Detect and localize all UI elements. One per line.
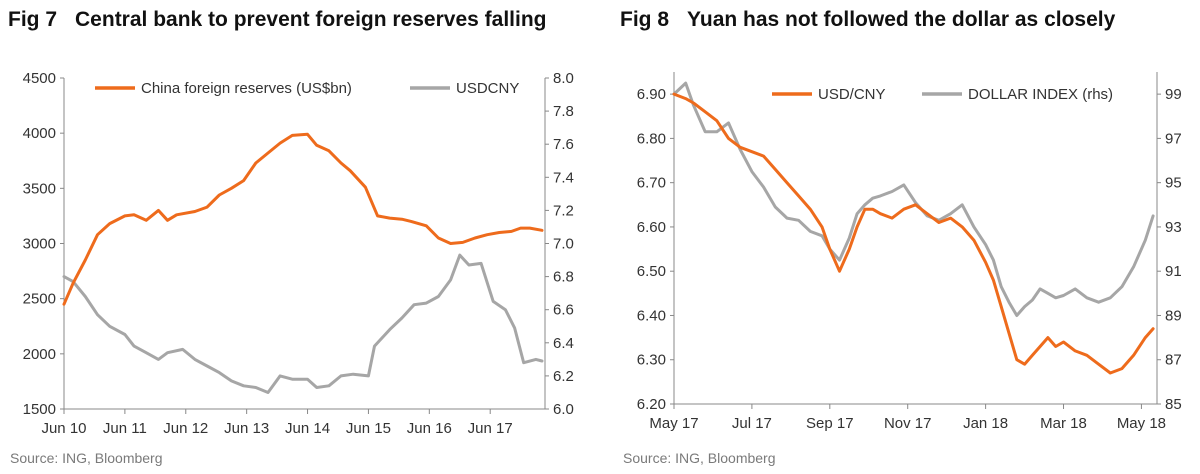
x-tick-label: Jun 14 — [285, 420, 330, 437]
y-right-tick-label: 6.4 — [553, 335, 574, 352]
y-left-tick-label: 6.20 — [637, 396, 666, 413]
x-tick-label: Nov 17 — [884, 415, 932, 432]
legend-label: China foreign reserves (US$bn) — [141, 80, 352, 97]
figure-7-chart: 1500 2000 2500 3000 3500 4000 4500 6.0 6.2 6.4 6.6… — [23, 70, 574, 437]
x-tick-label: Mar 18 — [1040, 415, 1087, 432]
y-right-tick-label: 89 — [1165, 307, 1182, 324]
figure-8-number: Fig 8 — [620, 8, 670, 31]
y-left-tick-label: 6.40 — [637, 307, 666, 324]
series-line — [672, 92, 1155, 375]
figure-7-heading: Central bank to prevent foreign reserves… — [75, 8, 547, 31]
y-left-tick-label: 6.60 — [637, 219, 666, 236]
figure-8-heading: Yuan has not followed the dollar as clos… — [687, 8, 1116, 31]
y-right-tick-label: 87 — [1165, 352, 1182, 369]
y-left-tick-label: 6.80 — [637, 130, 666, 147]
x-tick-label: Jun 15 — [346, 420, 391, 437]
x-tick-label: May 17 — [649, 415, 698, 432]
x-tick-label: Jun 11 — [103, 420, 147, 437]
figure-7-source: Source: ING, Bloomberg — [10, 450, 163, 466]
figure-7-title: Fig 7 Central bank to prevent foreign res… — [8, 8, 546, 32]
y-right-tick-label: 6.8 — [553, 269, 574, 286]
y-left-tick-label: 6.70 — [637, 175, 666, 192]
y-right-tick-label: 7.2 — [553, 202, 574, 219]
y-left-tick-label: 6.90 — [637, 86, 666, 103]
legend-label: USDCNY — [456, 80, 519, 97]
x-tick-label: Sep 17 — [806, 415, 854, 432]
x-tick-label: Jun 16 — [407, 420, 452, 437]
y-right-tick-label: 7.6 — [553, 136, 574, 153]
y-right-tick-label: 93 — [1165, 219, 1182, 236]
y-left-tick-label: 3000 — [23, 236, 56, 253]
y-right-tick-label: 8.0 — [553, 70, 574, 87]
y-right-tick-label: 85 — [1165, 396, 1182, 413]
y-left-tick-label: 4500 — [23, 70, 56, 87]
y-left-tick-label: 6.30 — [637, 352, 666, 369]
y-right-tick-label: 6.2 — [553, 368, 574, 385]
figure-8-chart: 6.20 6.30 6.40 6.50 6.60 6.70 6.80 6.90 85 87 89 91… — [637, 72, 1182, 432]
y-right-tick-label: 91 — [1165, 263, 1182, 280]
x-tick-label: Jan 18 — [963, 415, 1008, 432]
x-tick-label: Jun 10 — [41, 420, 86, 437]
y-right-tick-label: 95 — [1165, 175, 1182, 192]
legend-label: USD/CNY — [818, 86, 886, 103]
series-line — [672, 81, 1155, 317]
y-left-tick-label: 4000 — [23, 125, 56, 142]
x-tick-label: Jul 17 — [732, 415, 772, 432]
x-tick-label: Jun 17 — [468, 420, 513, 437]
y-left-tick-label: 2000 — [23, 346, 56, 363]
figure-7-panel: Fig 7 Central bank to prevent foreign res… — [8, 8, 574, 466]
y-right-tick-label: 99 — [1165, 86, 1182, 103]
x-tick-label: May 18 — [1117, 415, 1166, 432]
figure-8-source: Source: ING, Bloomberg — [623, 450, 776, 466]
figure-8-panel: Fig 8 Yuan has not followed the dollar as… — [612, 0, 1200, 474]
y-right-tick-label: 6.0 — [553, 401, 574, 418]
x-tick-label: Jun 13 — [224, 420, 269, 437]
y-left-tick-label: 6.50 — [637, 263, 666, 280]
y-left-tick-label: 2500 — [23, 291, 56, 308]
series-line — [62, 132, 544, 306]
y-right-tick-label: 97 — [1165, 130, 1182, 147]
y-left-tick-label: 3500 — [23, 180, 56, 197]
x-tick-label: Jun 12 — [163, 420, 208, 437]
y-right-tick-label: 6.6 — [553, 302, 574, 319]
legend-label: DOLLAR INDEX (rhs) — [968, 86, 1113, 103]
y-left-tick-label: 1500 — [23, 401, 56, 418]
figure-8-title: Fig 8 Yuan has not followed the dollar as… — [620, 8, 1115, 32]
y-right-tick-label: 7.8 — [553, 103, 574, 120]
y-right-tick-label: 7.0 — [553, 236, 574, 253]
y-right-tick-label: 7.4 — [553, 169, 574, 186]
figure-7-number: Fig 7 — [8, 8, 58, 31]
series-line — [62, 253, 544, 394]
